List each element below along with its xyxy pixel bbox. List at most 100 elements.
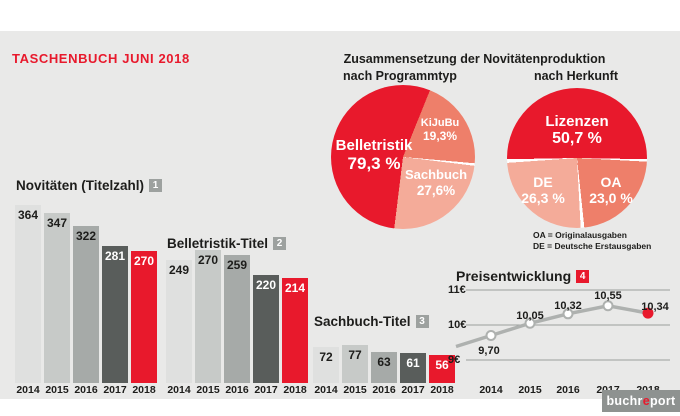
- data-point-2016: [562, 308, 574, 320]
- slice-name: KiJuBu: [420, 117, 460, 129]
- point-value-label: 10,55: [594, 289, 622, 302]
- slice-name: OA: [600, 174, 622, 190]
- bar-value: 281: [104, 249, 126, 263]
- pie-chart-herkunft: Lizenzen 50,7 % DE 26,3 % OA 23,0 %: [507, 88, 647, 228]
- chart-title-text: Belletristik-Titel: [167, 236, 269, 251]
- bar-chart-belletristik: Belletristik-Titel 2 249 270 259 220 214 201…: [166, 236, 311, 396]
- pies-section-title: Zusammensetzung der Novitätenproduktion: [343, 52, 606, 66]
- bar-value: 270: [197, 253, 219, 267]
- pie-chart-programmtyp: Belletristik 79,3 % KiJuBu 19,3% Sachbuc…: [331, 85, 475, 229]
- slice-name: Sachbuch: [404, 167, 468, 182]
- pie-slice-label-lizenzen: Lizenzen 50,7 %: [527, 113, 627, 149]
- bar-value: 61: [406, 356, 420, 370]
- bar-value: 249: [168, 263, 190, 277]
- bar-value: 347: [46, 216, 68, 230]
- bar-value: 214: [284, 281, 306, 295]
- year-label: 2018: [430, 384, 454, 396]
- bars-group: 249 270 259 220 214: [166, 250, 308, 383]
- legend-line-oa: OA = Originalausgaben: [533, 230, 627, 240]
- x-axis-year: 2014: [479, 384, 503, 396]
- pie-slice-label-de: DE 26,3 %: [511, 174, 575, 206]
- logo-text-post: port: [650, 394, 676, 408]
- chart-number-badge: 1: [149, 179, 163, 192]
- pie-slice-label-kijubu: KiJuBu 19,3%: [407, 117, 473, 143]
- year-label: 2015: [45, 384, 69, 396]
- bar-2014: 72: [313, 347, 339, 383]
- chart-title-text: Novitäten (Titelzahl): [16, 178, 145, 193]
- year-label: 2018: [283, 384, 307, 396]
- x-axis-years: 2014 2015 2016 2017 2018: [313, 384, 455, 396]
- slice-value: 19,3%: [422, 128, 458, 143]
- bar-value: 77: [348, 348, 362, 362]
- x-axis-year: 2016: [556, 384, 580, 396]
- bar-2016: 63: [371, 352, 397, 383]
- pie-slice-label-oa: OA 23,0 %: [579, 174, 643, 206]
- bar-2016: 322: [73, 226, 99, 383]
- bar-2017: 61: [400, 353, 426, 383]
- bar-value: 56: [435, 358, 449, 372]
- slice-name: Lizenzen: [545, 113, 609, 130]
- line-chart-preisentwicklung: Preisentwicklung 4 9,70 10,05 10,32 10,55 10…: [448, 258, 680, 398]
- year-label: 2014: [167, 384, 191, 396]
- point-value-label: 10,32: [554, 299, 582, 312]
- data-point-2015: [524, 317, 536, 329]
- slice-name: Belletristik: [335, 137, 413, 154]
- point-value-label: 10,05: [516, 310, 544, 323]
- page-title: TASCHENBUCH JUNI 2018: [12, 51, 190, 66]
- data-point-2017: [602, 300, 614, 312]
- bar-2018: 270: [131, 251, 157, 383]
- data-point-2018: [642, 307, 654, 319]
- slice-value: 50,7 %: [552, 130, 602, 148]
- chart-number-badge: 2: [273, 237, 287, 250]
- slice-name: DE: [533, 174, 553, 190]
- year-label: 2015: [343, 384, 367, 396]
- year-label: 2015: [196, 384, 220, 396]
- bar-2018: 56: [429, 355, 455, 383]
- price-line: [455, 303, 649, 349]
- buchreport-logo: buchr e port: [602, 390, 680, 412]
- bar-2017: 220: [253, 275, 279, 383]
- bar-2014: 249: [166, 260, 192, 383]
- legend-line-de: DE = Deutsche Erstausgaben: [533, 241, 652, 251]
- year-label: 2017: [401, 384, 425, 396]
- bar-value: 322: [75, 229, 97, 243]
- year-label: 2014: [314, 384, 338, 396]
- chart-title-preisentwicklung: Preisentwicklung 4: [456, 268, 590, 284]
- slice-value: 23,0 %: [589, 190, 633, 207]
- bar-value: 364: [17, 208, 39, 222]
- year-label: 2017: [103, 384, 127, 396]
- bar-value: 72: [319, 350, 333, 364]
- bar-2015: 77: [342, 345, 368, 383]
- bar-2017: 281: [102, 246, 128, 383]
- y-axis-tick: 11€: [448, 284, 466, 296]
- chart-title-sachbuch: Sachbuch-Titel 3: [314, 314, 429, 329]
- chart-title-text: Preisentwicklung: [456, 268, 572, 284]
- bars-group: 364 347 322 281 270: [15, 205, 157, 383]
- pie-herkunft-subtitle: nach Herkunft: [533, 69, 619, 83]
- year-label: 2016: [225, 384, 249, 396]
- logo-red-e: e: [642, 394, 650, 408]
- bar-value: 63: [377, 355, 391, 369]
- x-axis-years: 2014 2015 2016 2017 2018: [15, 384, 157, 396]
- pie-slice-label-sachbuch: Sachbuch 27,6%: [399, 167, 473, 198]
- year-label: 2016: [74, 384, 98, 396]
- logo-text-pre: buchr: [606, 394, 643, 408]
- chart-number-badge: 4: [576, 269, 590, 283]
- bar-2018: 214: [282, 278, 308, 383]
- bar-value: 270: [133, 254, 155, 268]
- point-value-label: 10,34: [641, 301, 669, 314]
- chart-title-belletristik: Belletristik-Titel 2: [167, 236, 287, 251]
- bar-chart-novitaeten: Novitäten (Titelzahl) 1 364 347 322 281 270 …: [15, 178, 163, 396]
- year-label: 2017: [254, 384, 278, 396]
- data-point-2014: [485, 330, 497, 341]
- bars-group: 72 77 63 61 56: [313, 345, 455, 383]
- x-axis-year: 2015: [518, 384, 542, 396]
- bar-2015: 347: [44, 213, 70, 383]
- slice-value: 27,6%: [416, 182, 456, 198]
- x-axis-years: 2014 2015 2016 2017 2018: [166, 384, 308, 396]
- abbreviation-legend: OA = Originalausgaben DE = Deutsche Erst…: [533, 230, 651, 252]
- bar-2014: 364: [15, 205, 41, 383]
- slice-value: 79,3 %: [347, 154, 401, 174]
- slice-value: 26,3 %: [521, 190, 565, 207]
